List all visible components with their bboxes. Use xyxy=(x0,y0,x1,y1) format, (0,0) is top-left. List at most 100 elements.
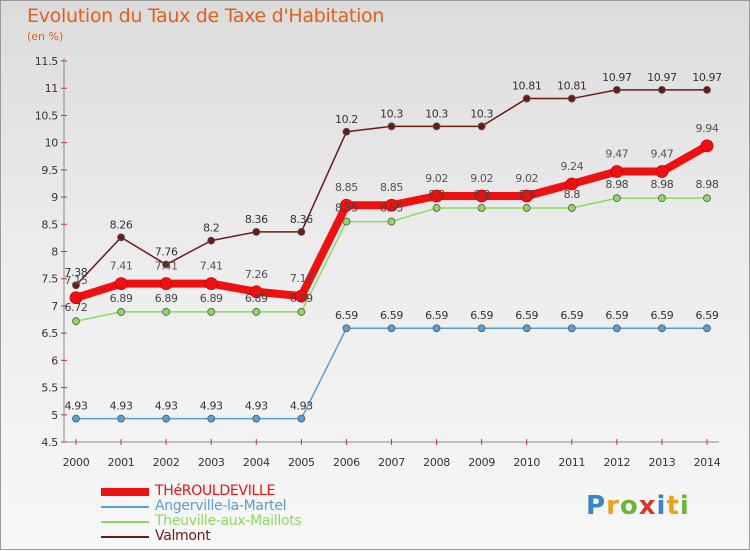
data-label-valmont: 10.2 xyxy=(335,113,358,126)
data-label-angerville-la-martel: 6.59 xyxy=(515,309,538,322)
data-label-angerville-la-martel: 6.59 xyxy=(380,309,403,322)
data-point-theuville-aux-maillots xyxy=(612,194,621,203)
y-tick-label: 6.5 xyxy=(41,327,58,340)
data-label-theuville-aux-maillots: 8.8 xyxy=(473,188,490,201)
data-point-valmont xyxy=(342,127,351,136)
data-point-valmont xyxy=(117,233,125,242)
legend-swatch xyxy=(101,521,149,523)
data-point-angerville-la-martel xyxy=(252,414,261,423)
x-tick-label: 2013 xyxy=(649,456,676,469)
y-tick-label: 4.5 xyxy=(41,436,58,449)
data-label-valmont: 10.3 xyxy=(425,107,448,120)
data-point-th-rouldeville xyxy=(610,165,624,178)
legend-swatch xyxy=(101,536,149,538)
data-point-valmont xyxy=(162,260,171,269)
data-label-theuville-aux-maillots: 8.8 xyxy=(428,188,445,201)
data-point-angerville-la-martel xyxy=(387,324,396,333)
data-label-angerville-la-martel: 6.59 xyxy=(425,309,448,322)
data-point-theuville-aux-maillots xyxy=(72,317,80,326)
data-label-theuville-aux-maillots: 8.8 xyxy=(564,188,581,201)
data-label-valmont: 8.2 xyxy=(203,222,219,235)
legend-label: Angerville-la-Martel xyxy=(155,498,287,514)
data-point-theuville-aux-maillots xyxy=(703,194,711,203)
data-point-angerville-la-martel xyxy=(522,324,531,333)
data-point-valmont xyxy=(207,236,216,245)
data-label-angerville-la-martel: 6.59 xyxy=(560,309,583,322)
data-point-angerville-la-martel xyxy=(658,324,666,333)
proxiti-logo: Proxiti xyxy=(586,491,690,521)
x-tick-label: 2008 xyxy=(423,456,450,469)
data-label-angerville-la-martel: 4.93 xyxy=(65,400,88,413)
data-label-valmont: 10.3 xyxy=(470,107,493,120)
x-tick-label: 2002 xyxy=(153,456,180,469)
data-label-valmont: 7.76 xyxy=(155,246,178,259)
x-tick-label: 2001 xyxy=(108,456,135,469)
data-label-valmont: 7.38 xyxy=(65,266,88,279)
data-point-th-rouldeville xyxy=(159,277,173,291)
data-label-th-rouldeville: 7.18 xyxy=(290,272,313,285)
data-point-theuville-aux-maillots xyxy=(252,308,261,316)
y-tick-label: 5.5 xyxy=(41,382,58,395)
x-tick-label: 2003 xyxy=(198,456,225,469)
x-tick-label: 2007 xyxy=(378,456,405,469)
data-label-theuville-aux-maillots: 6.89 xyxy=(200,292,223,305)
data-label-theuville-aux-maillots: 6.89 xyxy=(245,292,268,305)
data-point-angerville-la-martel xyxy=(432,324,441,333)
data-point-th-rouldeville xyxy=(294,289,308,303)
data-point-angerville-la-martel xyxy=(117,414,125,423)
data-label-th-rouldeville: 8.85 xyxy=(335,181,358,194)
data-point-angerville-la-martel xyxy=(477,324,486,333)
data-point-angerville-la-martel xyxy=(612,324,621,333)
data-label-valmont: 10.81 xyxy=(512,80,542,93)
y-tick-label: 8 xyxy=(51,246,58,259)
data-point-angerville-la-martel xyxy=(703,324,711,333)
y-tick-label: 7 xyxy=(51,300,58,313)
data-label-theuville-aux-maillots: 8.98 xyxy=(650,178,673,191)
data-point-th-rouldeville xyxy=(69,291,83,305)
data-point-th-rouldeville xyxy=(114,277,128,291)
y-tick-label: 10 xyxy=(45,137,59,150)
data-point-th-rouldeville xyxy=(475,189,489,203)
data-point-th-rouldeville xyxy=(204,277,218,291)
data-point-theuville-aux-maillots xyxy=(387,217,396,226)
data-label-theuville-aux-maillots: 6.72 xyxy=(65,301,88,314)
data-point-th-rouldeville xyxy=(700,139,714,153)
data-label-th-rouldeville: 7.41 xyxy=(200,260,223,273)
data-point-angerville-la-martel xyxy=(207,414,216,423)
data-label-angerville-la-martel: 6.59 xyxy=(696,309,719,322)
data-label-theuville-aux-maillots: 8.55 xyxy=(335,202,358,215)
data-point-theuville-aux-maillots xyxy=(342,217,351,226)
x-tick-label: 2012 xyxy=(603,456,630,469)
data-point-valmont xyxy=(567,94,576,103)
data-label-valmont: 10.3 xyxy=(380,107,403,120)
x-tick-label: 2009 xyxy=(468,456,495,469)
data-point-theuville-aux-maillots xyxy=(477,204,486,212)
data-point-angerville-la-martel xyxy=(72,414,80,423)
x-tick-label: 2000 xyxy=(63,456,90,469)
data-label-valmont: 8.26 xyxy=(110,218,133,231)
x-tick-label: 2005 xyxy=(288,456,315,469)
x-tick-label: 2004 xyxy=(243,456,270,469)
data-label-angerville-la-martel: 4.93 xyxy=(110,400,133,413)
y-tick-label: 6 xyxy=(51,354,58,367)
y-tick-label: 5 xyxy=(51,409,58,422)
y-tick-label: 9.5 xyxy=(41,164,58,177)
data-label-theuville-aux-maillots: 6.89 xyxy=(155,292,178,305)
data-point-th-rouldeville xyxy=(565,177,579,191)
data-point-theuville-aux-maillots xyxy=(162,308,171,316)
data-label-th-rouldeville: 7.26 xyxy=(245,268,268,281)
legend-swatch xyxy=(101,488,149,496)
data-point-theuville-aux-maillots xyxy=(432,204,441,212)
data-point-th-rouldeville xyxy=(430,189,443,203)
legend-label: Valmont xyxy=(155,528,211,544)
data-point-theuville-aux-maillots xyxy=(117,308,125,316)
data-point-theuville-aux-maillots xyxy=(207,308,216,316)
data-label-th-rouldeville: 8.85 xyxy=(380,181,403,194)
data-label-th-rouldeville: 7.41 xyxy=(155,260,178,273)
data-label-angerville-la-martel: 4.93 xyxy=(200,400,223,413)
data-label-th-rouldeville: 9.47 xyxy=(605,147,628,160)
x-tick-label: 2014 xyxy=(694,456,721,469)
y-tick-label: 7.5 xyxy=(41,273,58,286)
data-label-angerville-la-martel: 4.93 xyxy=(155,400,178,413)
data-point-angerville-la-martel xyxy=(297,414,306,423)
